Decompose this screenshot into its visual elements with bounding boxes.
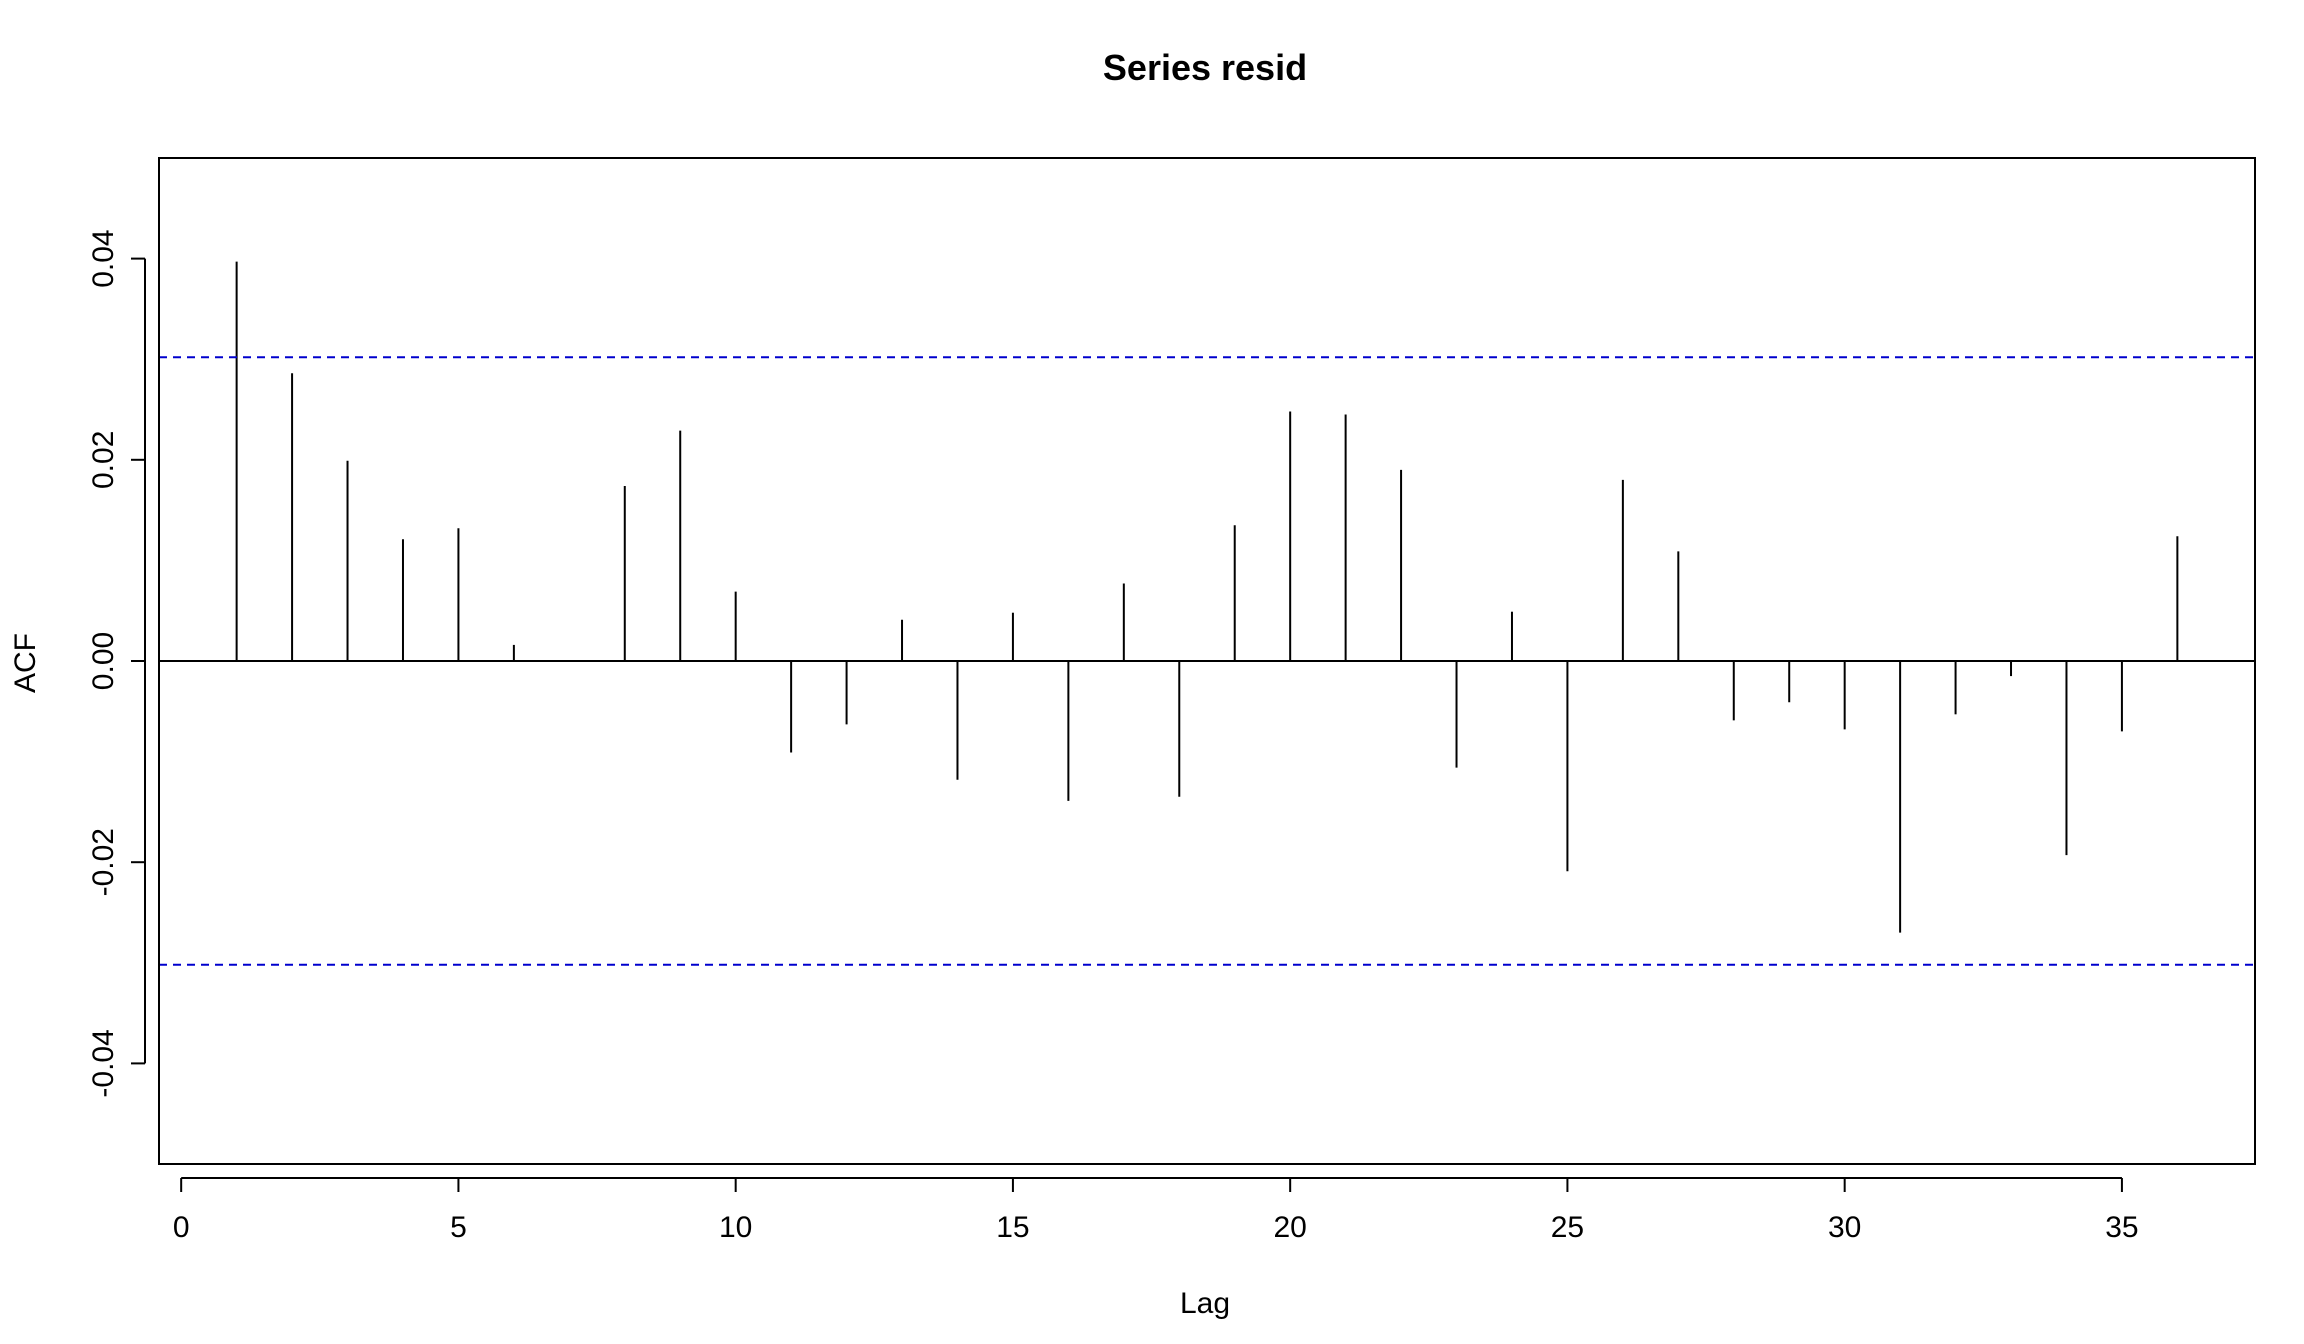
y-tick-label: 0.04 (87, 229, 120, 287)
acf-bars (235, 261, 2179, 933)
chart-title: Series resid (1103, 47, 1307, 88)
x-tick-label: 20 (1273, 1211, 1306, 1244)
x-axis-title: Lag (1180, 1287, 1230, 1320)
x-tick-label: 25 (1551, 1211, 1584, 1244)
y-tick-label: -0.04 (87, 1029, 120, 1097)
y-tick-label: -0.02 (87, 828, 120, 896)
x-tick-label: 15 (996, 1211, 1029, 1244)
y-tick-label: 0.00 (87, 632, 120, 690)
plot-frame (158, 157, 2256, 1165)
x-axis: 0 5 10 15 20 25 30 35 (173, 1177, 2139, 1244)
y-tick-label: 0.02 (87, 431, 120, 489)
y-axis: -0.04 -0.02 0.00 0.02 0.04 (87, 229, 146, 1098)
x-tick-label: 10 (719, 1211, 752, 1244)
y-axis-title: ACF (9, 633, 42, 693)
x-tick-label: 30 (1828, 1211, 1861, 1244)
x-tick-label: 0 (173, 1211, 190, 1244)
x-tick-label: 35 (2105, 1211, 2138, 1244)
x-tick-label: 5 (450, 1211, 467, 1244)
